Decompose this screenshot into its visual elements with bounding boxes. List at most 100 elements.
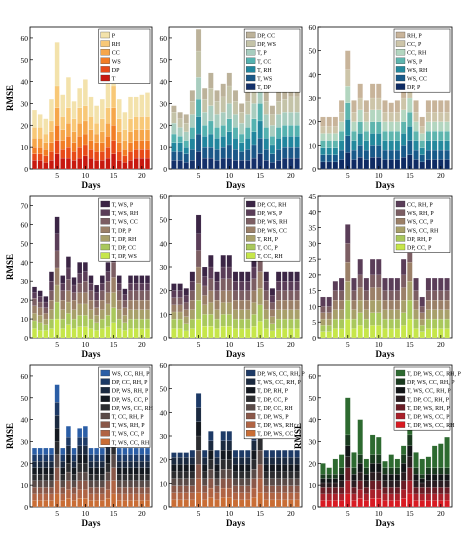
bar-segment [189, 457, 196, 465]
bar-segment [438, 480, 444, 488]
bar-segment [288, 309, 294, 320]
bar-segment [251, 459, 257, 470]
bar-segment [116, 328, 122, 339]
bar-segment [71, 474, 77, 481]
bar-segment [65, 463, 71, 473]
legend-swatch [100, 421, 110, 428]
bar-segment [139, 318, 145, 329]
bar-segment [407, 112, 413, 127]
bar-segment [413, 493, 419, 501]
bar-segment [202, 295, 208, 305]
bar-segment [116, 151, 122, 161]
bar-segment [376, 133, 382, 146]
bar-segment [54, 467, 60, 481]
bar-segment [189, 101, 196, 115]
bar-segment [288, 300, 294, 310]
bar-segment [139, 275, 145, 284]
bar-segment [351, 100, 357, 113]
bar-segment [37, 467, 43, 475]
bar-segment [320, 493, 326, 501]
bar-segment [382, 121, 388, 132]
bar-segment [363, 493, 370, 501]
x-tick-label: 10 [82, 340, 90, 349]
bar-segment [195, 116, 202, 135]
legend-swatch [245, 40, 256, 47]
bar-segment [32, 160, 37, 170]
bar-segment [122, 300, 128, 308]
y-tick-label: 40 [160, 408, 168, 417]
bar-segment [189, 485, 196, 493]
bar-segment [214, 450, 220, 458]
bar-segment [269, 485, 276, 493]
bar-segment [208, 278, 214, 291]
bar-segment [88, 157, 94, 170]
x-tick-label: 10 [226, 171, 234, 180]
bar-segment [338, 140, 345, 151]
legend-swatch [100, 49, 110, 56]
bar-segment [71, 160, 77, 170]
bar-segment [351, 467, 357, 475]
bar-segment [400, 489, 407, 499]
bar-segment [326, 161, 332, 170]
bar-segment [245, 499, 251, 508]
legend-swatch [245, 226, 256, 233]
bar-segment [37, 315, 43, 323]
bar-segment [214, 328, 220, 339]
bar-segment [177, 127, 183, 137]
bar-segment [208, 431, 214, 441]
bar-segment [320, 306, 326, 313]
y-tick-label: 15 [309, 287, 317, 296]
bar-segment [116, 309, 122, 320]
bar-segment [263, 450, 269, 458]
legend-swatch [245, 235, 256, 242]
bar-segment [275, 328, 282, 339]
legend-label: T, DP, P [112, 228, 132, 234]
bar-segment [263, 478, 269, 486]
y-tick-label: 50 [309, 47, 317, 56]
bar-segment [425, 487, 432, 495]
legend-label: DP, P [407, 85, 421, 91]
bar-segment [128, 160, 133, 170]
legend-label: T, DP, CC, RH [257, 406, 293, 412]
bar-segment [60, 500, 66, 508]
legend-label: T, CC, P [257, 246, 278, 252]
bar-segment [202, 492, 208, 501]
bar-segment [294, 485, 300, 493]
bar-segment [269, 330, 276, 339]
bar-segment [275, 457, 282, 465]
bar-segment [177, 151, 183, 161]
bar-segment [195, 393, 202, 408]
bar-segment [189, 318, 196, 329]
bar-segment [232, 290, 239, 301]
legend-label: DP, CC, RH, P [112, 380, 148, 386]
bar-segment [425, 474, 432, 481]
bar-segment [376, 287, 382, 301]
bar-segment [94, 467, 100, 475]
bar-segment [400, 480, 407, 490]
bar-segment [189, 328, 196, 339]
bar-segment [88, 282, 94, 291]
bar-segment [94, 480, 100, 488]
legend-swatch [245, 430, 256, 437]
bar-segment [257, 271, 263, 289]
bar-segment [413, 328, 419, 339]
bar-segment [413, 467, 419, 475]
bar-segment [189, 478, 196, 486]
bar-segment [145, 460, 150, 468]
bar-segment [413, 487, 419, 495]
bar-segment [332, 318, 339, 329]
bar-segment [275, 471, 282, 479]
legend-label: WS, CC, RH, P [112, 372, 150, 378]
x-axis-label: Days [226, 349, 245, 359]
bar-segment [77, 303, 83, 316]
bar-segment [54, 384, 60, 403]
bar-segment [282, 136, 288, 148]
bar-segment [54, 267, 60, 286]
bar-segment [345, 456, 351, 468]
bar-segment [94, 447, 100, 455]
bar-segment [145, 318, 150, 329]
bar-segment [65, 267, 71, 280]
legend-swatch [245, 83, 256, 90]
